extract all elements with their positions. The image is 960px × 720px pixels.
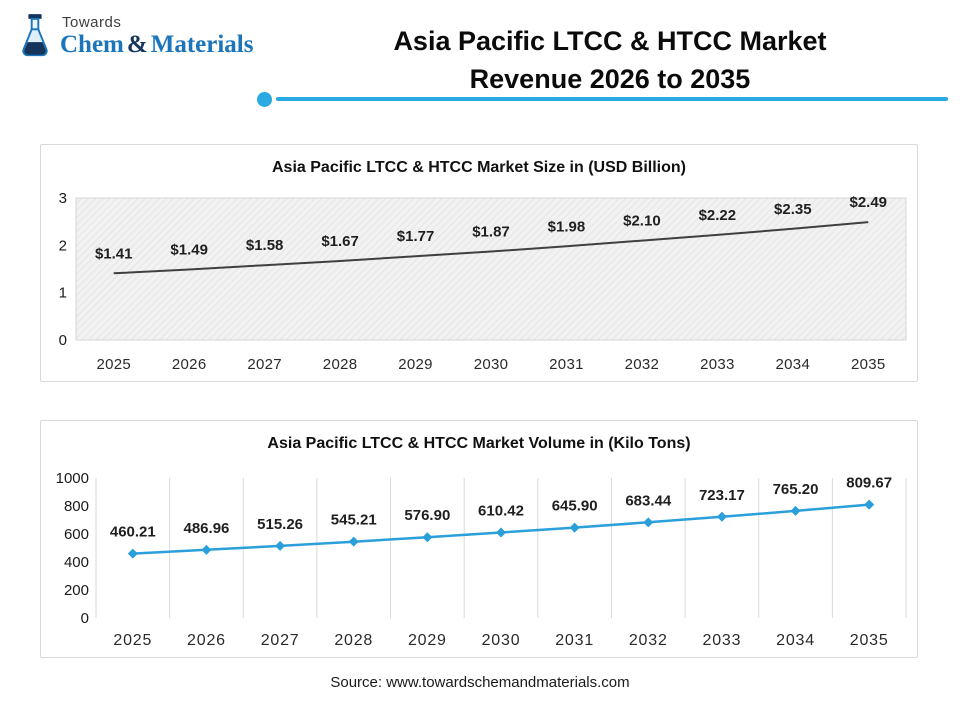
data-label: $1.58	[246, 237, 284, 254]
data-label: $2.10	[623, 213, 661, 230]
x-axis-label: 2025	[96, 356, 131, 373]
x-axis-label: 2033	[703, 632, 742, 649]
brand-name-chem: Chem	[60, 31, 124, 58]
data-label: 683.44	[625, 492, 672, 509]
x-axis-label: 2035	[850, 632, 889, 649]
x-axis-label: 2025	[113, 632, 152, 649]
x-axis-label: 2031	[549, 356, 584, 373]
page-title-line2: Revenue 2026 to 2035	[469, 64, 751, 94]
brand-text: Towards Chem & Materials	[60, 12, 253, 59]
source-text: Source: www.towardschemandmaterials.com	[330, 674, 630, 691]
data-label: 610.42	[478, 503, 524, 520]
market-size-chart-card: Asia Pacific LTCC & HTCC Market Size in …	[40, 144, 918, 382]
y-tick-label: 0	[81, 610, 89, 627]
x-axis-label: 2029	[408, 632, 447, 649]
market-size-chart-title: Asia Pacific LTCC & HTCC Market Size in …	[272, 159, 686, 176]
x-axis-label: 2027	[247, 356, 282, 373]
data-point-marker	[348, 536, 359, 547]
y-tick-label: 0	[59, 332, 67, 349]
data-label: 486.96	[184, 520, 230, 537]
x-axis-label: 2030	[482, 632, 521, 649]
data-label: 515.26	[257, 516, 303, 533]
x-axis-label: 2029	[398, 356, 433, 373]
y-tick-label: 1000	[56, 470, 89, 487]
series-line	[113, 221, 869, 275]
data-label: $1.77	[397, 228, 435, 245]
data-point-marker	[127, 548, 138, 559]
data-label: 765.20	[773, 481, 819, 498]
data-point-marker	[275, 540, 286, 551]
y-tick-label: 400	[64, 554, 89, 571]
data-point-marker	[864, 499, 875, 510]
data-point-marker	[716, 511, 727, 522]
data-point-marker	[569, 522, 580, 533]
x-axis-label: 2030	[474, 356, 509, 373]
y-tick-label: 1	[59, 285, 67, 302]
data-label: $2.22	[699, 207, 737, 224]
data-label: $1.49	[170, 241, 208, 258]
data-label: 576.90	[404, 507, 450, 524]
brand-name-amp: &	[126, 31, 148, 58]
data-label: $2.49	[849, 194, 887, 211]
data-label: $1.67	[321, 233, 359, 250]
y-tick-label: 2	[59, 237, 67, 254]
x-axis-label: 2034	[776, 632, 815, 649]
y-tick-label: 3	[59, 190, 67, 207]
brand-tagline: Towards	[62, 14, 122, 31]
data-point-marker	[496, 527, 506, 538]
x-axis-label: 2026	[187, 632, 226, 649]
data-point-marker	[790, 505, 801, 516]
x-axis-label: 2028	[323, 356, 358, 373]
page-title-line1: Asia Pacific LTCC & HTCC Market	[393, 26, 827, 56]
x-axis-label: 2034	[776, 356, 811, 373]
data-label: $1.87	[472, 223, 510, 240]
data-point-marker	[201, 544, 212, 555]
data-label: $1.98	[548, 218, 586, 235]
market-volume-chart-card: Asia Pacific LTCC & HTCC Market Volume i…	[40, 420, 918, 658]
brand-name-materials: Materials	[150, 31, 254, 58]
x-axis-label: 2026	[172, 356, 207, 373]
accent-rule	[276, 97, 948, 101]
market-size-chart: 0 1 2 3 $1.41 $1.49 $1.58 $1.67 $1.77 $1.87 $1.98 $…	[59, 190, 907, 373]
accent-dot	[257, 92, 272, 107]
page-title: Asia Pacific LTCC & HTCC Market Revenue …	[290, 22, 930, 98]
x-axis-label: 2032	[629, 632, 668, 649]
data-point-marker	[422, 532, 433, 543]
data-label: $2.35	[774, 201, 812, 218]
data-label: 545.21	[331, 512, 377, 529]
x-axis-label: 2033	[700, 356, 735, 373]
y-tick-label: 800	[64, 498, 89, 515]
brand-name: Chem & Materials	[60, 31, 253, 59]
x-axis-label: 2028	[334, 632, 373, 649]
x-axis-label: 2031	[555, 632, 594, 649]
x-axis-label: 2032	[625, 356, 660, 373]
brand-logo: Towards Chem & Materials	[16, 12, 253, 60]
data-label: 460.21	[110, 524, 156, 541]
data-label: $1.41	[95, 245, 133, 262]
x-axis-label: 2027	[261, 632, 300, 649]
market-volume-chart: 0 200 400 600 800 1000 460.21 486.96 515.26 545.2…	[56, 470, 907, 649]
data-label: 645.90	[552, 498, 598, 515]
market-volume-chart-title: Asia Pacific LTCC & HTCC Market Volume i…	[267, 435, 691, 452]
y-tick-label: 600	[64, 526, 89, 543]
data-label: 723.17	[699, 487, 745, 504]
data-label: 809.67	[846, 475, 892, 492]
x-axis-label: 2035	[851, 356, 886, 373]
flask-icon	[22, 14, 48, 57]
data-point-marker	[643, 517, 654, 528]
y-tick-label: 200	[64, 582, 89, 599]
